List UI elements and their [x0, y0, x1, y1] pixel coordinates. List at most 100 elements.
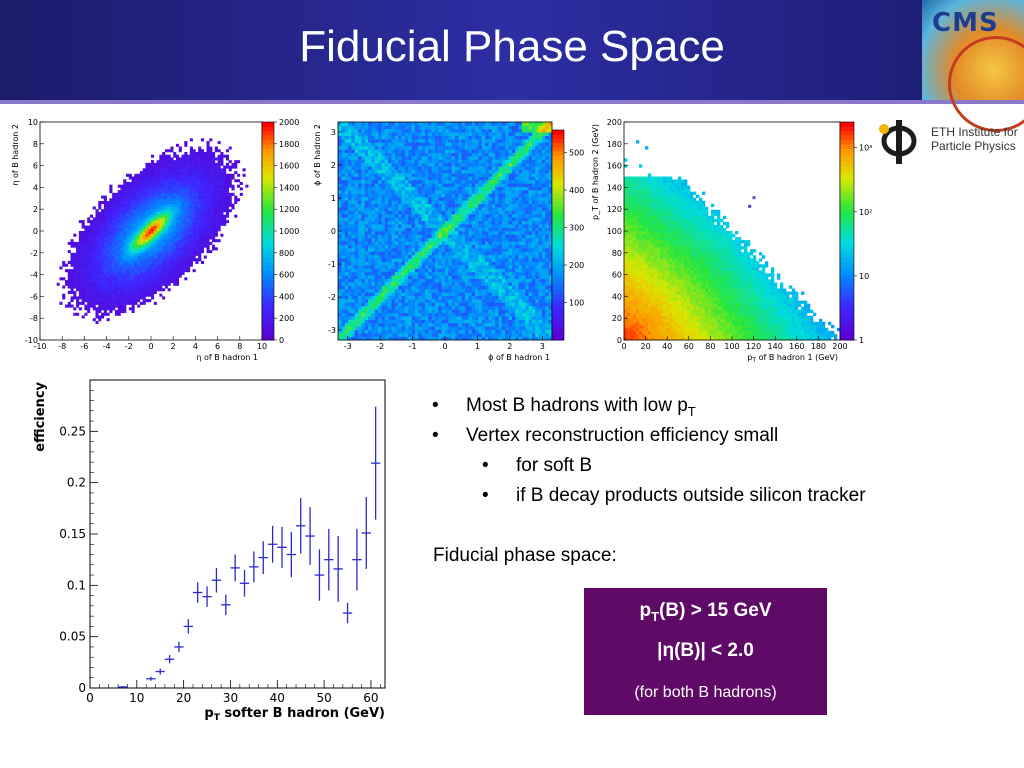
eta-heatmap-cell — [164, 209, 168, 213]
eta-heatmap-cell — [148, 222, 152, 226]
phi-heatmap-cell — [354, 316, 359, 320]
phi-heatmap-cell — [354, 210, 359, 215]
phi-heatmap-cell — [371, 186, 376, 191]
phi-heatmap-cell — [455, 251, 459, 256]
phi-heatmap-cell — [451, 278, 456, 283]
phi-heatmap-cell — [361, 251, 366, 256]
phi-heatmap-cell — [344, 190, 349, 194]
eta-heatmap-cell — [164, 258, 168, 262]
phi-heatmap-cell — [438, 248, 442, 252]
phi-heatmap-cell — [414, 224, 419, 228]
phi-heatmap-cell — [451, 244, 456, 249]
phi-heatmap-cell — [434, 132, 439, 136]
phi-heatmap-cell — [398, 275, 402, 279]
eta-heatmap-cell — [209, 179, 213, 183]
eta-heatmap-cell — [103, 195, 107, 199]
eta-heatmap-cell — [159, 190, 163, 194]
eta-heatmap-cell — [162, 173, 166, 177]
eta-heatmap-cell — [164, 214, 168, 218]
phi-heatmap-cell — [358, 176, 362, 181]
phi-heatmap-cell — [441, 217, 446, 222]
eta-heatmap-cell — [114, 198, 118, 202]
phi-heatmap-cell — [404, 234, 409, 239]
phi-heatmap-cell — [458, 261, 463, 266]
eta-heatmap-cell — [167, 217, 171, 221]
eta-heatmap-cell — [187, 190, 191, 194]
phi-heatmap-cell — [448, 217, 452, 222]
phi-heatmap-cell — [424, 156, 429, 160]
eta-heatmap-cell — [112, 231, 116, 235]
phi-heatmap-cell — [408, 275, 412, 279]
eta-heatmap-cell — [231, 187, 235, 191]
eta-heatmap-cell — [134, 247, 138, 251]
eta-heatmap-cell — [123, 247, 127, 251]
eta-heatmap-cell — [126, 192, 130, 196]
phi-heatmap-cell — [458, 173, 463, 177]
eta-heatmap-cell — [206, 195, 210, 199]
eta-heatmap-cell — [101, 301, 105, 305]
eta-heatmap-cell — [126, 274, 130, 278]
phi-heatmap-cell — [384, 135, 389, 140]
phi-heatmap-cell — [378, 128, 382, 133]
phi-heatmap-cell — [401, 220, 406, 225]
eta-heatmap-cell — [89, 263, 94, 267]
eta-heatmap-cell — [159, 220, 163, 224]
phi-heatmap-cell — [341, 142, 345, 147]
phi-heatmap-cell — [424, 305, 429, 310]
eta-heatmap-cell — [223, 179, 227, 183]
eta-heatmap-cell — [87, 296, 91, 300]
phi-heatmap-cell — [371, 166, 376, 170]
eta-heatmap-cell — [117, 203, 121, 207]
eta-heatmap-cell — [164, 160, 168, 164]
eta-heatmap-cell — [156, 192, 160, 196]
eta-heatmap-cell — [234, 165, 238, 169]
eta-heatmap-cell — [192, 190, 196, 194]
phi-heatmap-cell — [364, 251, 369, 256]
eta-heatmap-cell — [167, 260, 171, 264]
eta-heatmap-cell — [203, 244, 207, 248]
eta-heatmap-cell — [95, 315, 99, 319]
eta-heatmap-cell — [98, 315, 102, 319]
eta-heatmap-cell — [98, 247, 102, 251]
phi-heatmap-cell — [344, 231, 349, 235]
phi-heatmap-cell — [378, 125, 382, 130]
eta-heatmap-cell — [198, 171, 202, 175]
eta-heatmap-cell — [123, 241, 127, 245]
phi-heatmap-cell — [431, 132, 436, 136]
phi-heatmap-cell — [364, 305, 369, 310]
phi-heatmap-cell — [394, 302, 399, 307]
phi-heatmap-cell — [344, 275, 349, 279]
eta-heatmap-cell — [137, 214, 141, 218]
phi-heatmap-cell — [368, 227, 372, 232]
eta-heatmap-cell — [195, 233, 199, 237]
phi-heatmap-cell — [374, 278, 379, 283]
eta-heatmap-cell — [89, 250, 94, 254]
phi-heatmap-cell — [368, 217, 372, 222]
eta-heatmap-cell — [148, 260, 152, 264]
phi-heatmap-cell — [445, 278, 449, 283]
eta-heatmap-cell — [153, 203, 157, 207]
eta-heatmap-cell — [214, 217, 218, 221]
eta-heatmap-cell — [81, 247, 85, 251]
eta-heatmap-cell — [181, 184, 185, 188]
eta-heatmap-cell — [164, 187, 168, 191]
eta-heatmap-cell — [98, 293, 102, 297]
phi-heatmap-cell — [341, 241, 345, 245]
eta-heatmap-cell — [98, 250, 102, 254]
phi-heatmap-cell — [394, 305, 399, 310]
phi-heatmap-cell — [448, 285, 452, 290]
phi-heatmap-cell — [344, 210, 349, 215]
phi-heatmap-cell — [368, 312, 372, 317]
eta-heatmap-cell — [78, 296, 82, 300]
eta-heatmap-cell — [198, 211, 202, 215]
phi-heatmap-cell — [381, 248, 386, 252]
eta-heatmap-cell — [148, 263, 152, 267]
eta-heatmap-cell — [128, 176, 132, 180]
eta-heatmap-cell — [78, 244, 82, 248]
phi-heatmap-cell — [458, 237, 463, 242]
phi-heatmap-cell — [448, 200, 452, 205]
phi-heatmap-cell — [351, 176, 356, 181]
eta-heatmap-cell — [200, 173, 205, 177]
phi-heatmap-cell — [358, 295, 362, 300]
eta-heatmap-cell — [131, 217, 135, 221]
